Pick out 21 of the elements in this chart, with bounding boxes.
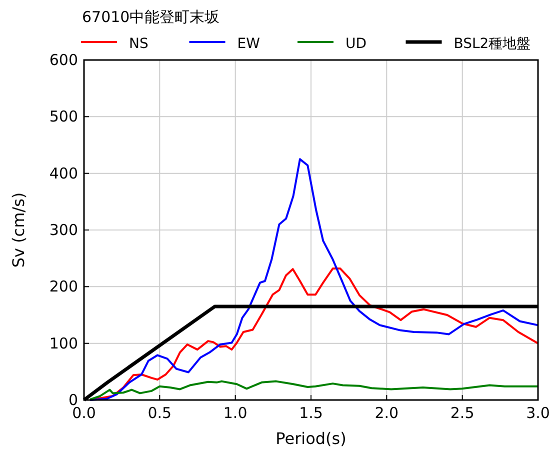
- x-tick-label: 0.5: [148, 404, 172, 422]
- y-tick-label: 300: [49, 221, 78, 239]
- line-series: [89, 380, 539, 400]
- chart-title: 67010中能登町末坂: [82, 8, 220, 26]
- legend-label: BSL2種地盤: [454, 36, 531, 52]
- x-axis-title: Period(s): [276, 429, 346, 448]
- x-tick-label: 1.0: [223, 404, 248, 422]
- x-tick-label: 0.0: [72, 404, 96, 422]
- x-tick-label: 3.0: [526, 404, 550, 422]
- x-tick-label: 1.5: [299, 404, 323, 422]
- x-tick-label: 2.0: [374, 404, 399, 422]
- y-tick-label: 400: [49, 164, 78, 182]
- legend-label: EW: [237, 36, 260, 52]
- y-tick-label: 600: [49, 51, 78, 69]
- y-tick-label: 200: [49, 278, 78, 296]
- y-tick-label: 500: [49, 108, 78, 126]
- y-axis-title: Sv (cm/s): [9, 192, 28, 268]
- x-tick-label: 2.5: [450, 404, 474, 422]
- legend-label: UD: [346, 36, 367, 52]
- y-tick-label: 100: [49, 334, 78, 352]
- legend-label: NS: [129, 36, 148, 52]
